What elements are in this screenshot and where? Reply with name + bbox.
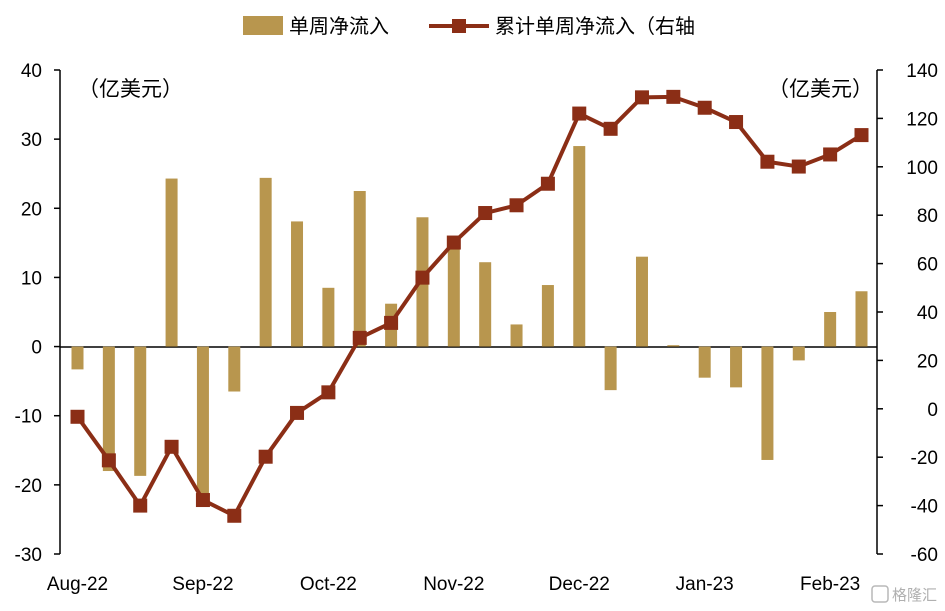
x-tick-label: Nov-22 [423,574,484,595]
x-tick-label: Sep-22 [172,574,233,595]
bar [604,346,617,391]
bar [259,177,272,347]
left-tick-label: 40 [21,61,42,82]
left-tick-label: 30 [21,130,42,151]
bar [134,346,147,476]
left-axis-ticks: -30 -20 -10 0 10 20 30 40 [15,61,60,566]
bar [165,178,178,347]
bar [855,291,868,347]
bar [102,346,115,472]
line-marker [195,493,210,508]
bar [761,346,774,460]
left-unit-label: （亿美元） [78,77,183,101]
watermark-text: 格隆汇 [892,586,937,604]
left-tick-label: -20 [15,476,42,497]
bar [667,345,680,347]
line-marker [823,147,838,162]
line-marker [258,449,273,464]
left-tick-label: 0 [31,338,42,359]
right-tick-label: 60 [917,255,938,276]
watermark-logo [871,585,889,603]
left-tick-label: 20 [21,199,42,220]
right-tick-label: -20 [911,448,938,469]
line-marker [854,128,869,143]
left-tick-label: 10 [21,268,42,289]
bar [479,262,492,347]
line-marker [290,405,305,420]
line-series [70,89,869,523]
x-tick-label: Aug-22 [47,574,108,595]
line-marker [634,90,649,105]
line-marker [697,100,712,115]
bar [71,346,84,370]
right-unit-label: （亿美元） [768,77,873,101]
line-marker [478,206,493,221]
line-marker [760,154,775,169]
bar-series [71,146,868,499]
right-axis-ticks: -60 -40 -20 0 20 40 60 80 100 120 140 [877,61,938,566]
right-tick-label: -40 [911,497,938,518]
left-tick-label: -30 [15,545,42,566]
right-tick-label: 140 [906,61,938,82]
right-tick-label: 80 [917,206,938,227]
x-tick-label: Dec-22 [549,574,610,595]
line-marker [133,498,148,513]
x-tick-label: Feb-23 [800,574,860,595]
right-tick-label: 40 [917,303,938,324]
left-tick-label: -10 [15,407,42,428]
bar [635,256,648,347]
line-marker [603,121,618,136]
line-marker [666,89,681,104]
x-axis-ticks: Aug-22 Sep-22 Oct-22 Nov-22 Dec-22 Jan-23 Feb-… [47,574,860,595]
x-tick-label: Jan-23 [676,574,734,595]
line-marker [415,270,430,285]
legend-line-marker [452,19,466,33]
line-marker [164,439,179,454]
bar [541,285,554,347]
bar [322,287,335,347]
line-marker [540,176,555,191]
bar [573,146,586,347]
bar [698,346,711,378]
legend-bar-swatch [243,16,283,35]
line-marker [729,115,744,130]
line-marker [101,453,116,468]
line-marker [321,385,336,400]
line-marker [384,315,399,330]
bar [228,346,241,392]
line-marker [509,198,524,213]
line-marker [791,159,806,174]
right-tick-label: 120 [906,109,938,130]
right-tick-label: 100 [906,158,938,179]
line-marker [352,330,367,345]
bar [792,346,805,361]
bar [730,346,743,388]
line-marker [572,106,587,121]
legend-bar-label: 单周净流入 [289,14,389,38]
line-marker [227,508,242,523]
bar [353,191,366,347]
watermark: 格隆汇 [871,585,937,604]
line-marker [70,409,85,424]
right-tick-label: 0 [927,400,938,421]
right-tick-label: -60 [911,545,938,566]
line-marker [446,235,461,250]
bar [510,324,523,347]
right-tick-label: 20 [917,351,938,372]
legend: 单周净流入 累计单周净流入（右轴 [243,14,695,38]
bar [291,221,304,347]
bar [447,246,460,347]
legend-line-label: 累计单周净流入（右轴 [495,14,695,38]
bar [824,312,837,347]
x-tick-label: Oct-22 [300,574,357,595]
bar [196,346,209,499]
line-path [75,94,863,518]
